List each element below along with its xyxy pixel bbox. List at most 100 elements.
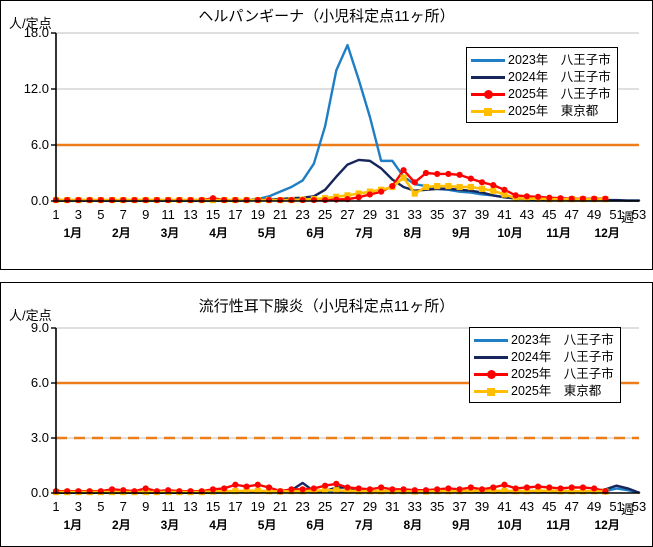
x-axis-tick-label: 11 [161, 499, 175, 514]
x-axis-month-label: 10月 [497, 518, 523, 532]
x-axis-tick-label: 13 [183, 499, 198, 514]
x-axis-tick-label: 41 [497, 207, 512, 222]
x-axis-tick-label: 13 [183, 207, 198, 222]
x-axis-month-label: 12月 [594, 518, 620, 532]
x-axis-tick-label: 9 [142, 207, 150, 222]
data-point [501, 481, 508, 488]
x-axis-month-label: 10月 [497, 226, 523, 240]
x-axis-tick-label: 35 [429, 207, 445, 222]
x-axis-month-label: 11月 [546, 226, 571, 240]
data-point [422, 487, 430, 494]
legend-marker-square-icon [484, 107, 492, 116]
x-axis-tick-label: 21 [272, 499, 288, 514]
x-axis-tick-label: 53 [631, 207, 647, 222]
x-axis-tick-label: 23 [295, 207, 310, 222]
x-axis-tick-label: 1 [52, 499, 60, 514]
data-point [108, 196, 116, 204]
x-axis-month-label: 2月 [112, 226, 131, 240]
data-point [535, 483, 542, 490]
legend-marker-circle-icon [487, 369, 496, 379]
data-point [400, 486, 407, 493]
y-axis-tick-label: 0.0 [30, 485, 49, 500]
data-point [501, 487, 508, 494]
data-point [265, 488, 273, 495]
data-point [434, 486, 441, 493]
x-axis-tick-label: 37 [452, 207, 467, 222]
data-point [490, 484, 497, 491]
data-point [310, 485, 317, 492]
data-point [467, 487, 474, 494]
data-point [321, 196, 329, 204]
data-point [557, 485, 564, 492]
x-axis-tick-label: 17 [228, 207, 243, 222]
x-axis-tick-label: 3 [74, 207, 83, 222]
data-point [389, 486, 396, 493]
x-axis-tick-label: 39 [474, 499, 490, 514]
x-axis-tick-label: 27 [340, 207, 355, 222]
legend-swatch-2 [471, 70, 505, 84]
data-point [120, 487, 127, 494]
data-point [232, 196, 239, 204]
data-point [232, 488, 239, 495]
data-point [568, 488, 575, 495]
data-point [288, 486, 295, 493]
x-axis-tick-label: 51 [609, 499, 624, 514]
legend-swatch-3 [471, 87, 505, 101]
legend-item: 2023年 八王子市 [474, 331, 614, 348]
data-point [153, 196, 160, 204]
x-axis-tick-label: 27 [340, 499, 355, 514]
x-axis-tick-label: 37 [452, 499, 467, 514]
data-point [355, 194, 362, 201]
x-axis-tick-label: 23 [295, 499, 310, 514]
data-point [523, 484, 530, 491]
data-point [108, 486, 116, 493]
y-axis-tick-label: 6.0 [30, 137, 49, 152]
data-point [366, 486, 374, 493]
data-point [456, 171, 463, 178]
x-axis-month-label: 4月 [209, 226, 228, 240]
data-point [142, 196, 149, 204]
data-point [445, 485, 452, 492]
x-axis-tick-label: 21 [272, 207, 288, 222]
legend-label: 2025年 東京都 [508, 103, 599, 118]
x-axis-month-label: 2月 [112, 518, 131, 532]
data-point [591, 485, 598, 492]
legend-marker-circle-icon [484, 89, 493, 99]
data-point [467, 175, 474, 182]
x-axis-tick-label: 35 [429, 499, 445, 514]
legend-marker-square-icon [487, 387, 495, 396]
x-axis-tick-label: 17 [228, 499, 243, 514]
legend-swatch-1 [474, 333, 508, 347]
data-point [265, 196, 273, 204]
legend-line-icon [471, 75, 505, 79]
x-axis-month-label: 6月 [306, 518, 326, 532]
data-point [333, 480, 340, 487]
data-point [400, 174, 407, 181]
x-axis-tick-label: 7 [119, 207, 127, 222]
y-axis-unit-label: 人/定点 [9, 16, 52, 31]
y-axis-tick-label: 0.0 [30, 193, 49, 208]
legend-item: 2025年 東京都 [474, 382, 614, 399]
data-point [176, 196, 183, 204]
data-point [422, 169, 430, 177]
x-axis-tick-label: 49 [586, 499, 602, 514]
data-point [75, 196, 82, 204]
legend-item: 2025年 八王子市 [471, 85, 611, 102]
data-point [579, 488, 587, 495]
data-point [467, 484, 474, 491]
x-axis-tick-label: 45 [542, 207, 557, 222]
legend-label: 2023年 八王子市 [511, 332, 614, 347]
legend-swatch-2 [474, 350, 508, 364]
x-axis-tick-label: 9 [142, 499, 150, 514]
data-point [378, 188, 385, 195]
x-axis-month-label: 11月 [546, 518, 571, 532]
plot-area [51, 32, 641, 204]
x-axis-tick-label: 1 [52, 207, 60, 222]
y-axis-tick-label: 18.0 [23, 25, 49, 40]
legend-swatch-4 [471, 104, 505, 118]
data-point [456, 183, 463, 191]
y-axis-tick-label: 6.0 [30, 375, 49, 390]
x-axis-month-label: 4月 [209, 518, 228, 532]
x-axis-month-label: 1月 [63, 226, 83, 240]
data-point [232, 481, 239, 488]
